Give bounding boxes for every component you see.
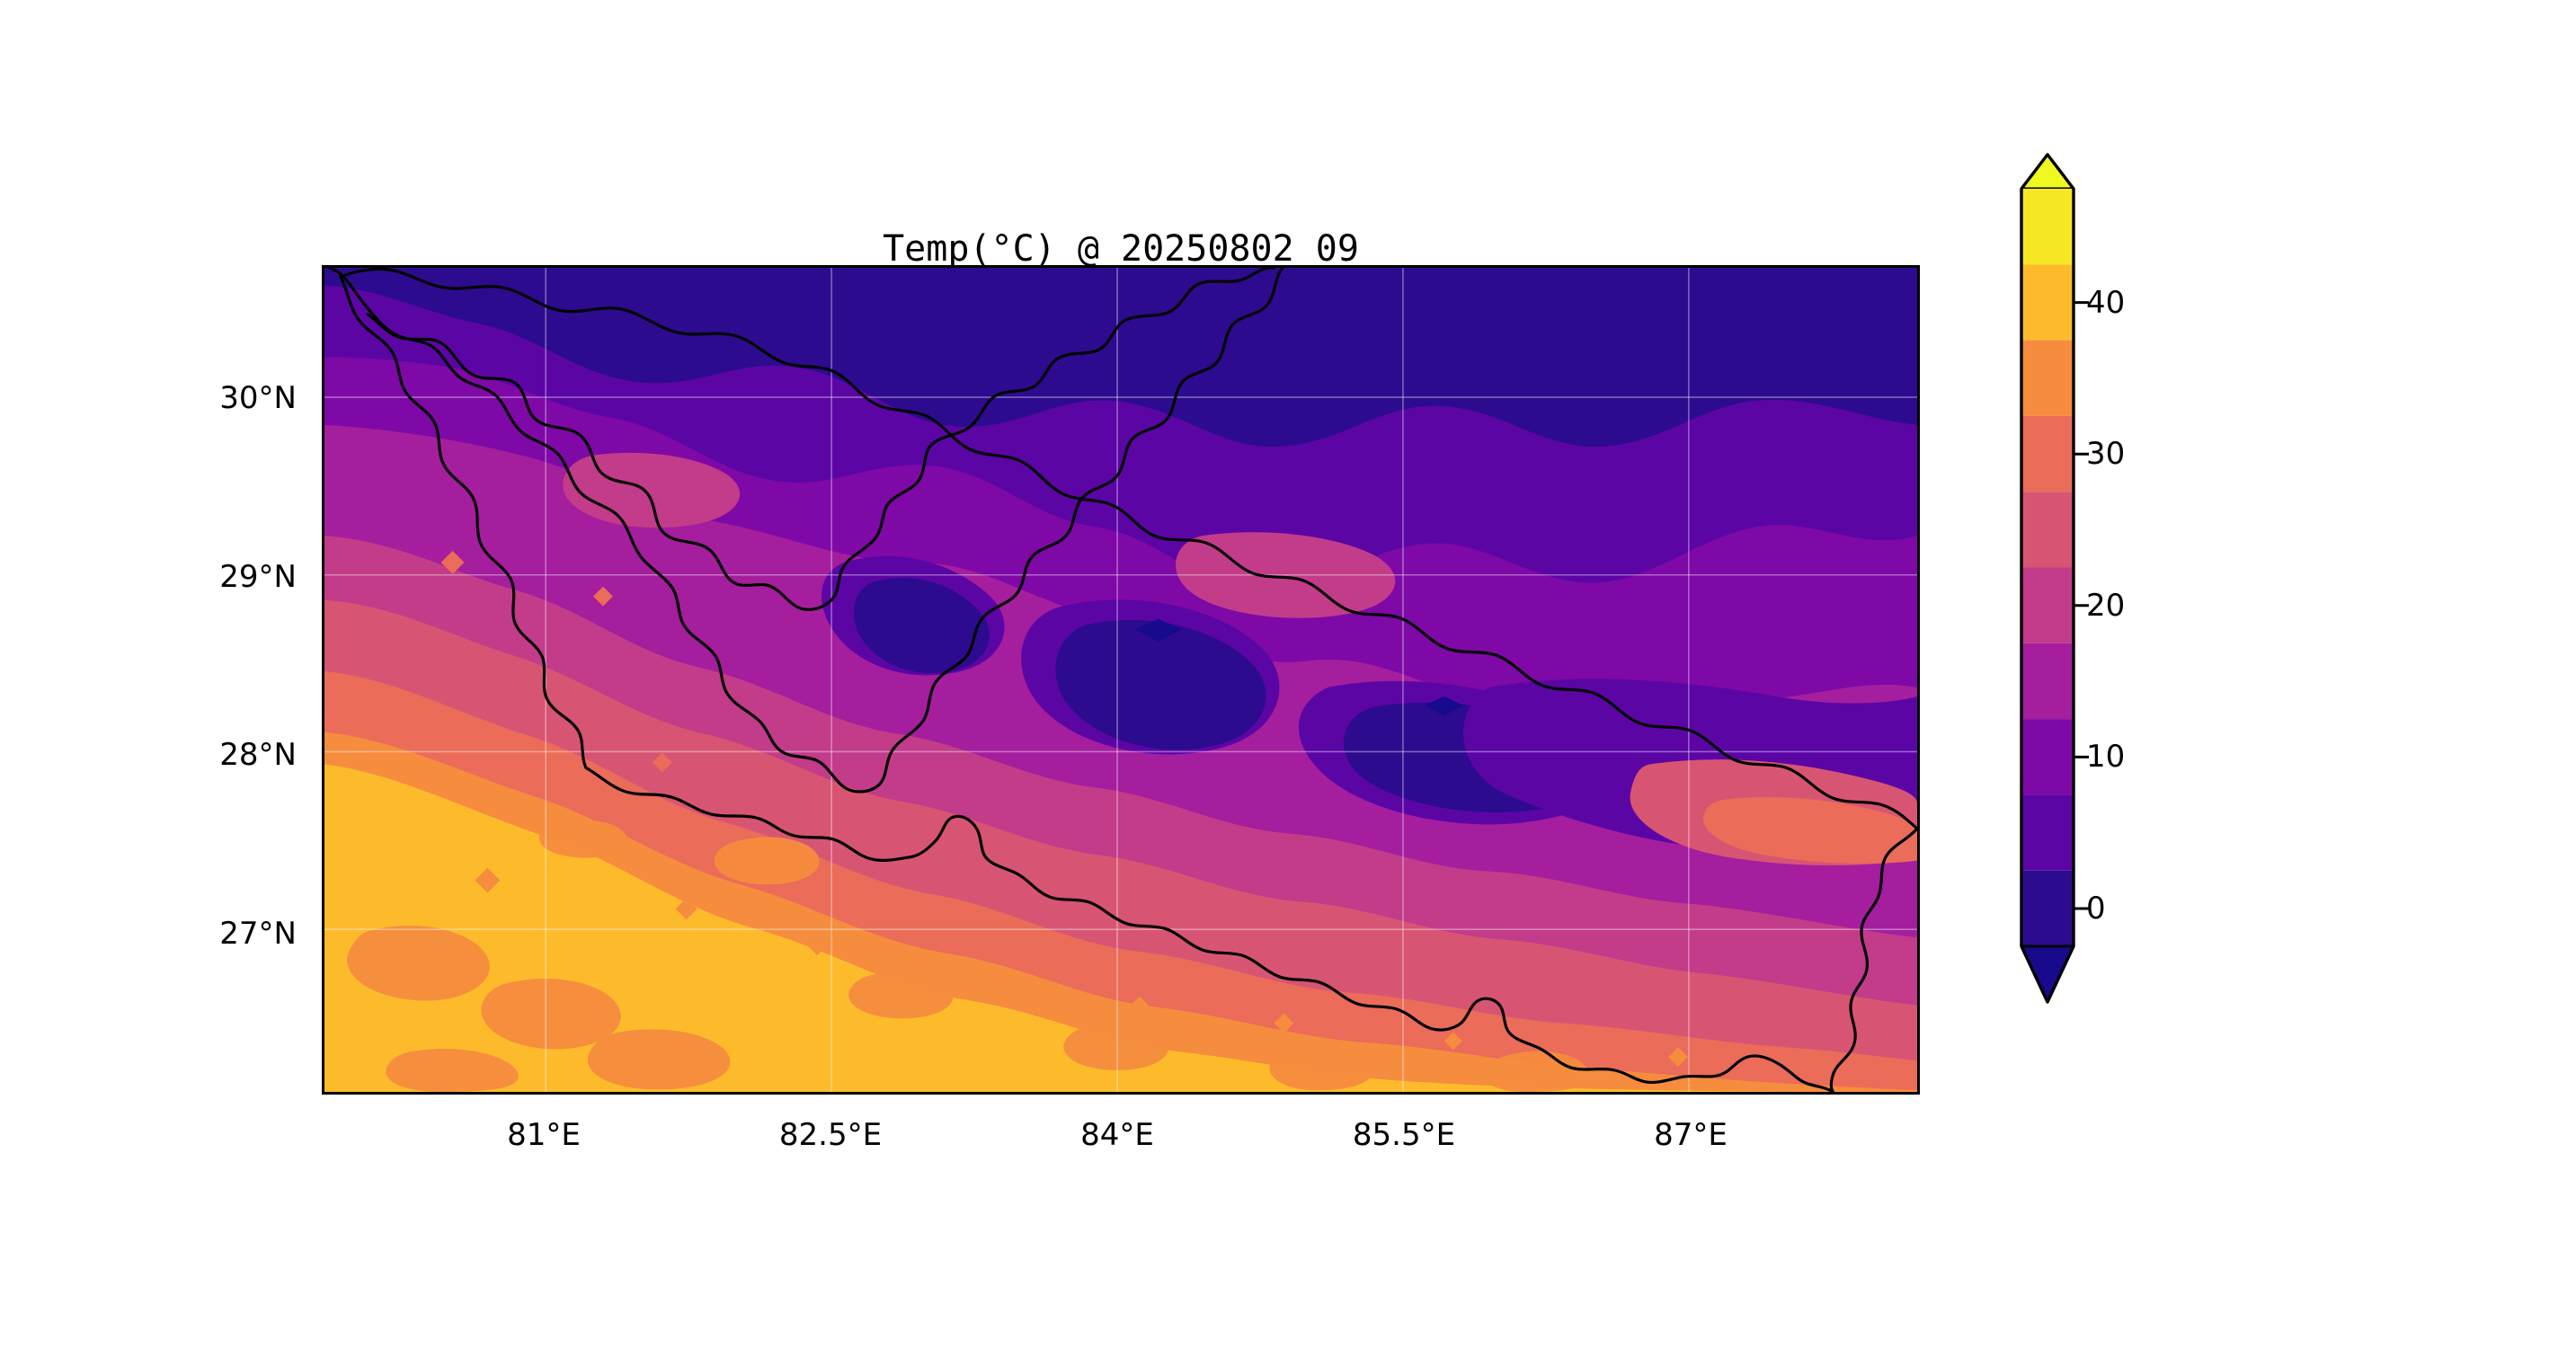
colorbar-label-10: 10 <box>2086 739 2126 776</box>
x-tick-label-81E: 81°E <box>507 1117 581 1153</box>
nepal-border <box>366 268 1276 611</box>
colorbar-outline <box>2020 153 2075 1004</box>
title-line-valid-time: Temp(°C) @ 20250802_09 <box>883 228 1359 270</box>
x-tick-label-855E: 85.5°E <box>1352 1117 1456 1153</box>
colorbar-over-arrow <box>2020 153 2075 191</box>
x-tick-label-87E: 87°E <box>1654 1117 1728 1153</box>
colorbar-svg <box>2020 153 2089 1004</box>
colorbar-label-30: 30 <box>2086 436 2126 473</box>
nepal-border-render <box>339 268 1917 1092</box>
y-tick-label-29N: 29°N <box>219 559 297 595</box>
graticule <box>324 268 1917 1092</box>
x-tick-label-825E: 82.5°E <box>778 1117 883 1153</box>
nepal-outline <box>326 268 1285 794</box>
colorbar-under-arrow <box>2020 944 2075 1004</box>
colorbar-label-0: 0 <box>2086 891 2106 927</box>
x-tick-label-84E: 84°E <box>1080 1117 1154 1153</box>
temperature-contour-svg <box>324 268 1917 1092</box>
y-tick-label-28N: 28°N <box>219 737 297 773</box>
map-axes <box>322 265 1920 1095</box>
contour-bands <box>324 268 1917 1092</box>
temperature-field <box>324 268 1917 1092</box>
y-tick-label-27N: 27°N <box>219 916 297 952</box>
colorbar-bands <box>2021 189 2074 946</box>
colorbar-label-40: 40 <box>2086 284 2126 321</box>
colorbar: 40 30 20 10 0 <box>2020 151 2125 1156</box>
y-tick-label-30N: 30°N <box>219 380 297 416</box>
colorbar-label-20: 20 <box>2086 587 2126 624</box>
